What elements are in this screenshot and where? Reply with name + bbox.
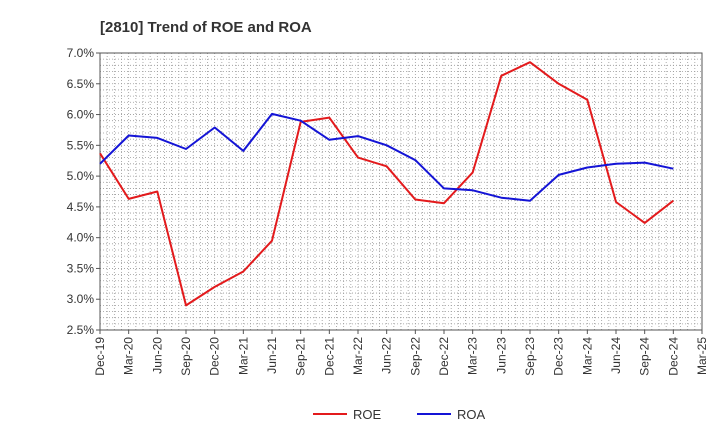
series-line-roa <box>99 112 674 202</box>
y-tick-label: 5.0% <box>67 169 95 183</box>
chart-title: [2810] Trend of ROE and ROA <box>100 19 312 36</box>
y-tick-label: 5.5% <box>67 138 95 152</box>
x-tick-label: Mar-24 <box>580 337 594 375</box>
series-lines <box>99 61 674 307</box>
x-tick-label: Jun-23 <box>494 337 508 374</box>
x-tick-label: Dec-24 <box>666 337 680 376</box>
legend: ROE ROA <box>313 407 486 422</box>
x-tick-label: Mar-22 <box>351 337 365 375</box>
y-tick-label: 3.5% <box>67 261 95 275</box>
x-tick-label: Sep-24 <box>638 337 652 376</box>
x-axis-ticks: Dec-19 Mar-20 Jun-20 Sep-20 Dec-20 Mar-21 Jun-… <box>93 330 709 376</box>
x-tick-label: Mar-25 <box>695 337 709 375</box>
y-tick-label: 6.0% <box>67 108 95 122</box>
x-tick-label: Mar-23 <box>466 337 480 375</box>
y-tick-label: 3.0% <box>67 292 95 306</box>
x-tick-label: Sep-21 <box>294 337 308 376</box>
series-line-roe <box>99 61 674 307</box>
x-tick-label: Mar-20 <box>122 337 136 375</box>
x-tick-label: Jun-22 <box>380 337 394 374</box>
y-axis-ticks: 2.5% 3.0% 3.5% 4.0% 4.5% 5.0% 5.5% 6.0% 6.5% 7.0% <box>67 46 100 337</box>
y-tick-label: 4.5% <box>67 200 95 214</box>
x-tick-label: Jun-24 <box>609 337 623 374</box>
x-tick-label: Dec-19 <box>93 337 107 376</box>
x-tick-label: Dec-21 <box>322 337 336 376</box>
y-tick-label: 2.5% <box>67 323 95 337</box>
grid-lines <box>100 53 702 330</box>
x-tick-label: Sep-20 <box>179 337 193 376</box>
legend-label-roe: ROE <box>353 407 382 422</box>
legend-label-roa: ROA <box>457 407 486 422</box>
y-tick-label: 7.0% <box>67 46 95 60</box>
plot-border <box>99 52 703 331</box>
x-tick-label: Dec-20 <box>208 337 222 376</box>
x-tick-label: Jun-21 <box>265 337 279 374</box>
x-tick-label: Sep-22 <box>408 337 422 376</box>
y-tick-label: 4.0% <box>67 231 95 245</box>
x-tick-label: Jun-20 <box>150 337 164 374</box>
x-tick-label: Dec-22 <box>437 337 451 376</box>
x-tick-label: Sep-23 <box>523 337 537 376</box>
x-tick-label: Dec-23 <box>552 337 566 376</box>
y-tick-label: 6.5% <box>67 77 95 91</box>
x-tick-label: Mar-21 <box>236 337 250 375</box>
